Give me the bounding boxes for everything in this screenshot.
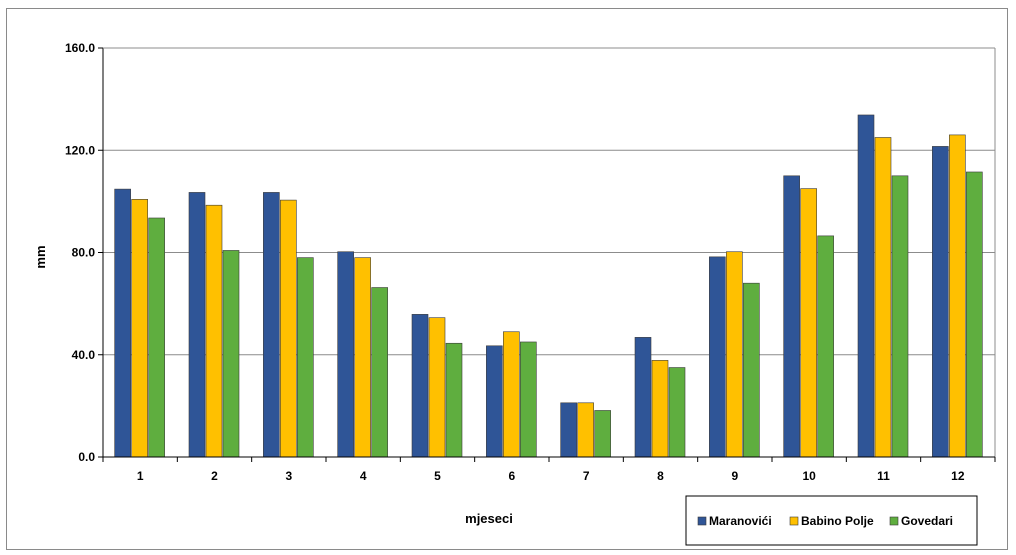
y-tick-label: 160.0 (65, 41, 95, 55)
x-axis-title: mjeseci (465, 511, 513, 526)
bar-babino-polje-11 (874, 137, 892, 458)
bar-govedari-5 (445, 342, 463, 458)
bar-babino-polje-6 (503, 331, 520, 458)
bar-govedari-2 (222, 250, 240, 458)
y-axis-title: mm (33, 245, 48, 268)
legend-swatch (789, 516, 799, 526)
y-tick-label: 80.0 (72, 246, 96, 260)
x-tick-label: 10 (802, 469, 816, 483)
bar-maranovi-i-8 (634, 337, 652, 458)
legend: Maranovići Babino Polje Govedari (685, 495, 978, 546)
bar-babino-polje-7 (577, 402, 594, 458)
bar-babino-polje-12 (949, 134, 966, 458)
legend-swatch (697, 516, 707, 526)
legend-label: Babino Polje (801, 514, 874, 528)
bar-maranovi-i-11 (857, 114, 875, 458)
y-tick-label: 0.0 (78, 450, 95, 464)
x-tick-label: 11 (877, 469, 890, 483)
x-tick-label: 9 (731, 469, 738, 483)
y-tick-label: 120.0 (65, 143, 95, 157)
x-tick-label: 12 (951, 469, 965, 483)
bar-maranovi-i-5 (411, 314, 429, 458)
bar-maranovi-i-10 (783, 175, 800, 458)
bar-govedari-9 (743, 282, 760, 458)
bar-maranovi-i-2 (188, 192, 206, 458)
bar-govedari-6 (520, 341, 537, 458)
axes (102, 47, 996, 462)
bar-govedari-10 (817, 235, 834, 458)
x-tick-label: 2 (211, 469, 218, 483)
bar-babino-polje-10 (800, 188, 817, 458)
legend-label: Maranovići (709, 514, 772, 528)
y-tick-labels: 0.0 40.0 80.0 120.0 160.0 (65, 41, 95, 464)
y-tick-label: 40.0 (72, 348, 96, 362)
bar-govedari-8 (668, 367, 686, 458)
x-tick-label: 3 (285, 469, 292, 483)
legend-label: Govedari (901, 514, 953, 528)
bar-babino-polje-2 (205, 204, 223, 458)
bar-maranovi-i-1 (114, 188, 131, 458)
bar-babino-polje-1 (131, 199, 148, 458)
legend-swatch (889, 516, 899, 526)
bar-babino-polje-8 (651, 360, 669, 458)
bar-maranovi-i-6 (486, 345, 503, 458)
bar-maranovi-i-7 (560, 402, 577, 458)
bar-babino-polje-4 (354, 257, 371, 458)
bar-govedari-4 (371, 287, 388, 458)
bar-maranovi-i-4 (337, 251, 354, 458)
bar-babino-polje-9 (726, 251, 743, 458)
x-tick-label: 6 (508, 469, 515, 483)
bar-govedari-12 (966, 171, 983, 458)
x-tick-label: 7 (583, 469, 590, 483)
bar-govedari-1 (148, 217, 165, 458)
bar-govedari-11 (891, 175, 909, 458)
bar-series (114, 114, 983, 458)
bar-maranovi-i-9 (709, 256, 726, 458)
bar-maranovi-i-12 (932, 146, 949, 458)
x-tick-label: 1 (137, 469, 144, 483)
legend-box (685, 495, 978, 546)
bar-babino-polje-5 (428, 317, 446, 458)
bar-govedari-7 (594, 410, 611, 458)
bar-govedari-3 (297, 257, 314, 458)
bar-maranovi-i-3 (263, 192, 280, 458)
x-tick-label: 8 (657, 469, 664, 483)
x-tick-label: 5 (434, 469, 441, 483)
chart-frame: 0.0 40.0 80.0 120.0 160.0 1 2 3 4 5 6 7 8 9 10 11 12 mm… (6, 8, 1008, 550)
x-tick-labels: 1 2 3 4 5 6 7 8 9 10 11 12 (137, 469, 965, 483)
bar-babino-polje-3 (280, 199, 297, 458)
x-tick-label: 4 (360, 469, 367, 483)
